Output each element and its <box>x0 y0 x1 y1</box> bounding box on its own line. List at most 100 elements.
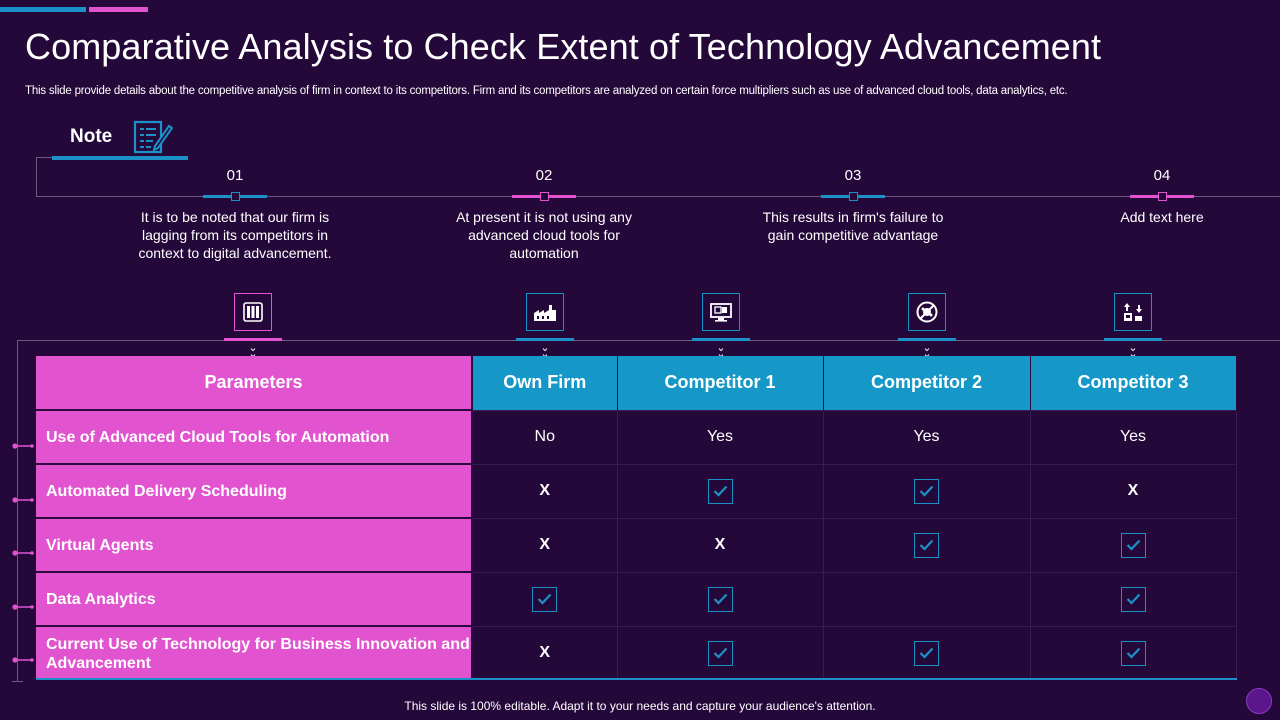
checkbox-check-icon <box>914 478 939 504</box>
row-parameter: Data Analytics <box>36 571 473 626</box>
row-dot-3 <box>12 543 34 556</box>
icon-underline-4 <box>898 338 956 341</box>
step-text-4: Add text here <box>1120 209 1204 225</box>
row-dot-1 <box>12 436 34 449</box>
step-number-3: 03 <box>844 167 862 184</box>
server-rack-icon <box>234 293 272 331</box>
checkbox-check-icon <box>532 586 558 612</box>
table-row: Use of Advanced Cloud Tools for Automati… <box>36 409 1237 464</box>
footer-text: This slide is 100% editable. Adapt it to… <box>404 699 876 713</box>
accent-bar-blue <box>0 7 86 12</box>
table-row: Current Use of Technology for Business I… <box>36 625 1237 680</box>
checkbox-check-icon <box>1120 586 1146 612</box>
row-dot-5 <box>12 650 34 663</box>
checkbox-check-icon <box>914 640 939 666</box>
timeline-bracket-vertical <box>36 157 37 196</box>
left-rail-foot <box>12 681 23 682</box>
cell-text: Yes <box>913 428 940 445</box>
no-signal-globe-icon <box>908 293 946 331</box>
icon-underline-3 <box>692 338 750 341</box>
checkbox-check-icon <box>707 478 733 504</box>
comparison-table: Parameters Own Firm Competitor 1 Competi… <box>36 356 1237 680</box>
corner-circle-button[interactable] <box>1246 688 1272 714</box>
step-number-4: 04 <box>1153 167 1171 184</box>
cell-text: Yes <box>706 428 734 445</box>
header-own-firm: Own Firm <box>472 356 618 410</box>
step-text-2: At present it is not using any advanced … <box>456 209 632 261</box>
page-title: Comparative Analysis to Check Extent of … <box>25 26 1102 67</box>
factory-icon <box>526 293 564 331</box>
checkbox-check-icon <box>707 640 733 666</box>
table-cell <box>617 625 824 680</box>
step-text-3: This results in firm's failure to gain c… <box>762 209 944 243</box>
table-cell: Yes <box>1030 409 1237 464</box>
table-cell: X <box>472 625 618 680</box>
table-row: Automated Delivery Scheduling X X <box>36 463 1237 518</box>
table-header-row: Parameters Own Firm Competitor 1 Competi… <box>36 356 1237 410</box>
table-cell <box>1030 625 1237 680</box>
step-marker-3 <box>849 192 858 201</box>
table-cell <box>1030 571 1237 626</box>
table-row: Data Analytics <box>36 571 1237 626</box>
chevron-down-icon: ⌄ ⌄ <box>540 342 550 360</box>
row-parameter: Virtual Agents <box>36 517 473 572</box>
note-label: Note <box>70 126 113 147</box>
note-underline <box>52 156 188 160</box>
checkbox-check-icon <box>707 586 733 612</box>
table-cell: No <box>472 409 618 464</box>
table-body: Use of Advanced Cloud Tools for Automati… <box>36 409 1237 680</box>
cell-text: No <box>534 428 555 445</box>
table-cell <box>823 625 1031 680</box>
table-row: Virtual Agents X X <box>36 517 1237 572</box>
cell-text: Yes <box>1119 428 1147 445</box>
table-cell: X <box>617 517 824 572</box>
table-cell <box>823 517 1031 572</box>
computer-monitor-icon <box>702 293 740 331</box>
header-parameters: Parameters <box>36 356 473 410</box>
icon-underline-5 <box>1104 338 1162 341</box>
table-cell <box>823 463 1031 518</box>
header-competitor-1: Competitor 1 <box>617 356 824 410</box>
chevron-down-icon: ⌄ ⌄ <box>248 342 258 360</box>
row-dot-4 <box>12 597 34 610</box>
chevron-down-icon: ⌄ ⌄ <box>1128 342 1138 360</box>
x-mark: X <box>539 482 551 499</box>
header-competitor-2: Competitor 2 <box>823 356 1031 410</box>
step-marker-4 <box>1158 192 1167 201</box>
x-mark: X <box>539 536 551 553</box>
chevron-down-icon: ⌄ ⌄ <box>922 342 932 360</box>
table-cell <box>617 571 824 626</box>
icon-underline-2 <box>516 338 574 341</box>
row-parameter: Use of Advanced Cloud Tools for Automati… <box>36 409 473 464</box>
row-parameter: Automated Delivery Scheduling <box>36 463 473 518</box>
table-cell: X <box>1030 463 1237 518</box>
x-mark: X <box>1127 482 1139 499</box>
checkbox-check-icon <box>914 532 939 558</box>
step-marker-2 <box>540 192 549 201</box>
checkbox-check-icon <box>1120 532 1146 558</box>
x-mark: X <box>714 536 726 553</box>
x-mark: X <box>539 644 551 662</box>
step-number-1: 01 <box>226 167 244 184</box>
table-cell <box>1030 517 1237 572</box>
row-parameter: Current Use of Technology for Business I… <box>36 625 473 680</box>
table-cell <box>617 463 824 518</box>
lab-transfer-icon <box>1114 293 1152 331</box>
page-subtitle: This slide provide details about the com… <box>25 85 1068 97</box>
step-number-2: 02 <box>535 167 553 184</box>
table-cell: X <box>472 463 618 518</box>
notepad-pencil-icon <box>133 118 174 156</box>
icon-underline-1 <box>224 338 282 341</box>
left-rail <box>17 340 18 682</box>
header-competitor-3: Competitor 3 <box>1030 356 1237 410</box>
table-cell: X <box>472 517 618 572</box>
table-top-line <box>17 340 1280 341</box>
chevron-down-icon: ⌄ ⌄ <box>716 342 726 360</box>
timeline-bracket-horizontal <box>36 157 52 158</box>
step-marker-1 <box>231 192 240 201</box>
accent-bar-pink <box>89 7 148 12</box>
table-bottom-line <box>36 678 1237 680</box>
step-text-1: It is to be noted that our firm is laggi… <box>138 209 332 261</box>
table-cell: Yes <box>823 409 1031 464</box>
table-cell <box>472 571 618 626</box>
